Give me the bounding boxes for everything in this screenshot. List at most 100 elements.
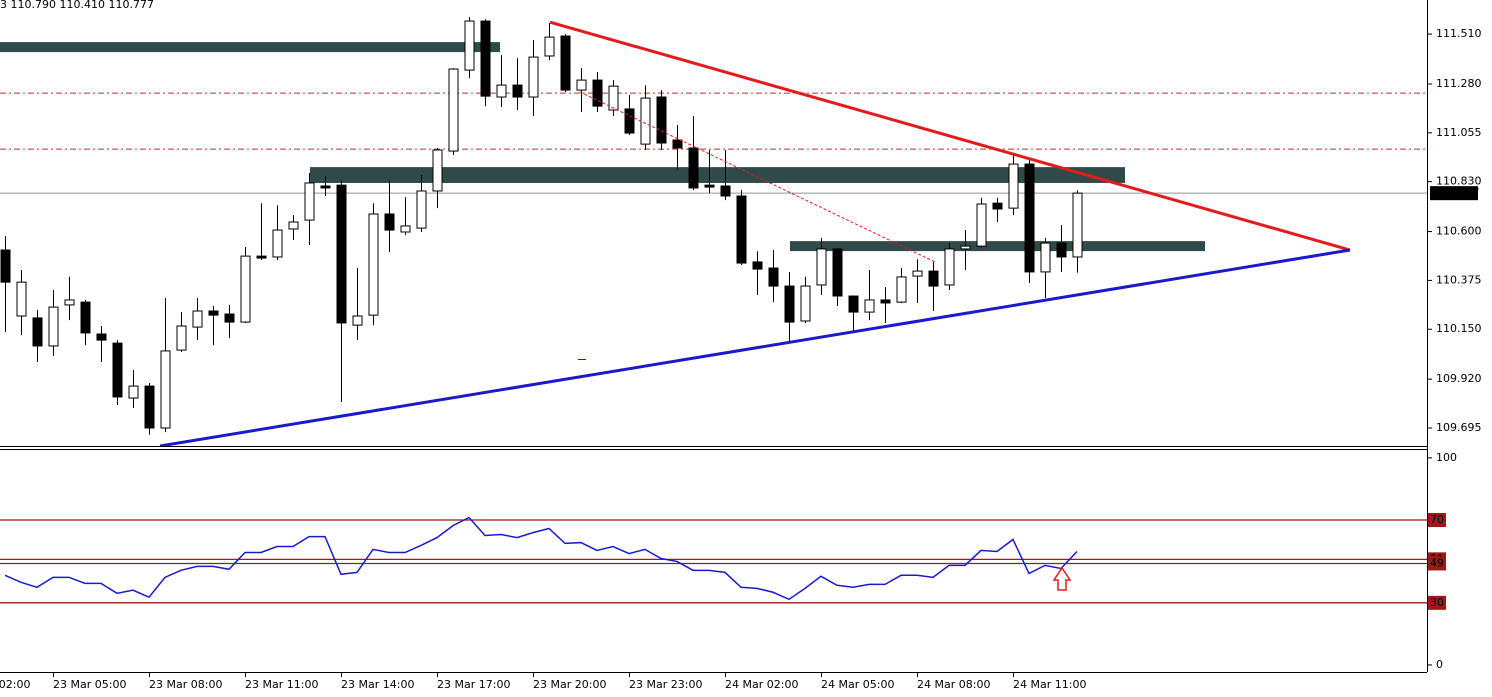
zone [790, 241, 1205, 252]
candle-body [704, 184, 715, 188]
candle [96, 325, 107, 363]
candle-body [832, 248, 843, 297]
candle-body [1024, 163, 1035, 273]
candle-body [736, 195, 747, 264]
candle [16, 269, 27, 336]
candle-body [176, 325, 187, 351]
candle-body [752, 261, 763, 270]
price-panel [0, 17, 1427, 446]
y-tick-label: 110.375 [1436, 273, 1482, 286]
candle [64, 276, 75, 321]
candle [304, 172, 315, 246]
candle-body [608, 85, 619, 111]
candle-body [464, 20, 475, 71]
candle [816, 238, 827, 295]
candle [112, 340, 123, 405]
candle [544, 23, 555, 61]
candle-body [784, 285, 795, 323]
candle-body [944, 248, 955, 286]
candle [192, 297, 203, 341]
candle-body [272, 229, 283, 258]
candle-body [432, 149, 443, 192]
header-text: 3 110.790 110.410 110.777 [0, 0, 154, 11]
level-label: 30 [1430, 596, 1444, 609]
candle-body [208, 310, 219, 316]
candle-body [560, 35, 571, 91]
last-price-label: 110.777 [1434, 186, 1480, 199]
candle [912, 259, 923, 303]
candle-body [240, 255, 251, 323]
candle-body [64, 299, 75, 306]
candle [240, 246, 251, 323]
candle-body [848, 295, 859, 313]
trendline [579, 91, 936, 263]
trendline [159, 248, 1351, 446]
candle [448, 68, 459, 155]
candle-body [224, 313, 235, 323]
candle-body [1008, 163, 1019, 209]
y-tick-label: 109.695 [1436, 421, 1482, 434]
candle-body [896, 276, 907, 303]
candle-body [992, 202, 1003, 210]
candle [1008, 154, 1019, 216]
y-tick-label: 110.600 [1436, 225, 1482, 238]
candle-body [688, 147, 699, 189]
candle [352, 268, 363, 341]
candle [864, 269, 875, 321]
candle [224, 304, 235, 338]
candle-body [592, 79, 603, 107]
candle [1040, 238, 1051, 298]
level-label: 70 [1430, 513, 1444, 526]
y-tick-label: 100 [1436, 451, 1457, 464]
candle-body [112, 342, 123, 398]
candle-body [544, 36, 555, 57]
x-tick-label: 23 Mar 11:00 [245, 678, 318, 691]
candle-body [768, 267, 779, 287]
candle [336, 180, 347, 402]
x-tick-label: 24 Mar 05:00 [821, 678, 894, 691]
candle [1072, 190, 1083, 273]
candle [960, 230, 971, 270]
candle-body [640, 97, 651, 145]
candle [784, 271, 795, 343]
y-tick-label: 0 [1436, 658, 1443, 671]
candle-body [672, 139, 683, 149]
level-label: 49 [1430, 556, 1444, 569]
y-tick-label: 110.830 [1436, 175, 1482, 188]
candle-body [1056, 242, 1067, 258]
candle [208, 306, 219, 346]
candle [432, 148, 443, 209]
candle-body [288, 221, 299, 230]
candle-body [304, 182, 315, 221]
candle [896, 268, 907, 303]
candle-body [336, 184, 347, 324]
candle-body [528, 56, 539, 98]
candle-body [800, 285, 811, 322]
candle [688, 116, 699, 191]
candle-body [192, 310, 203, 328]
candle-body [160, 350, 171, 429]
x-tick-label: 24 Mar 02:00 [725, 678, 798, 691]
y-tick-label: 110.150 [1436, 322, 1482, 335]
candle [976, 197, 987, 249]
candle [736, 190, 747, 265]
candle [608, 80, 619, 117]
candle [1024, 159, 1035, 284]
x-tick-label: 23 Mar 23:00 [629, 678, 702, 691]
candle-body [320, 185, 331, 189]
candle [416, 175, 427, 233]
candle [32, 310, 43, 363]
candle [80, 299, 91, 346]
x-tick-label: 24 Mar 08:00 [917, 678, 990, 691]
candle [992, 197, 1003, 223]
candle-body [720, 185, 731, 197]
candle [144, 383, 155, 435]
candle-body [448, 68, 459, 152]
candle-body [480, 20, 491, 97]
y-tick-label: 111.055 [1436, 126, 1482, 139]
candle [464, 17, 475, 79]
candle [560, 34, 571, 93]
candle-body [16, 281, 27, 317]
candle-body [576, 79, 587, 91]
